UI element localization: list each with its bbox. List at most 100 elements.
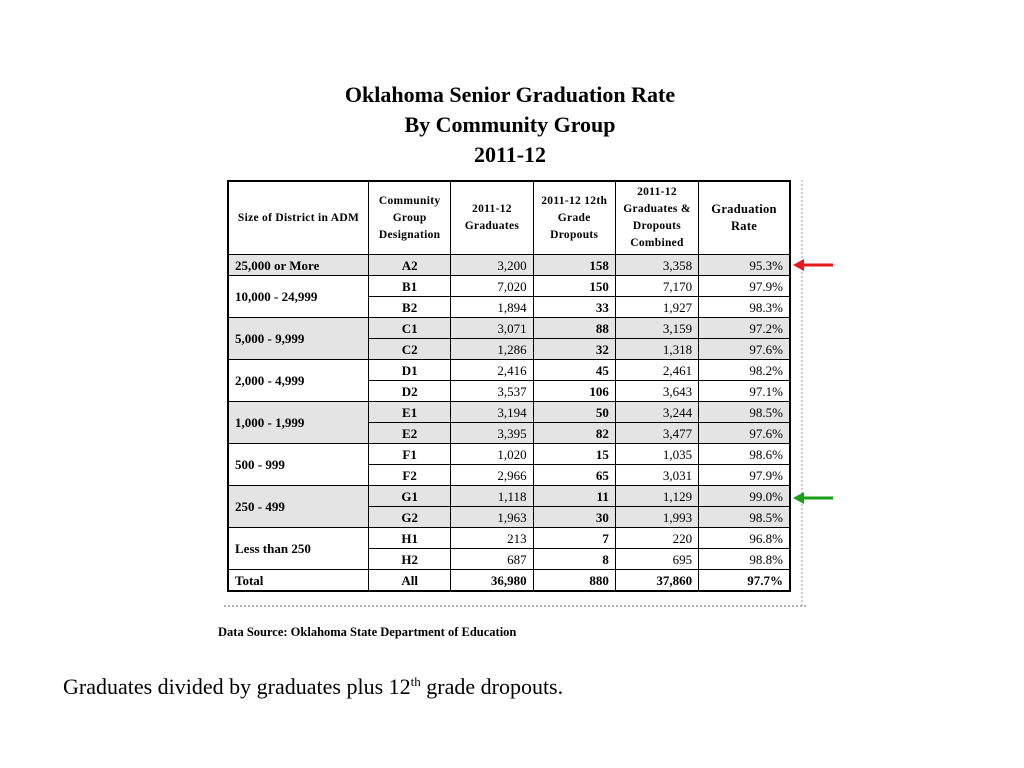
rate-cell: 98.2% bbox=[698, 359, 791, 381]
combined-cell: 1,927 bbox=[614, 296, 700, 318]
size-cell: 500 - 999 bbox=[227, 443, 369, 486]
combined-cell: 3,643 bbox=[614, 380, 700, 402]
rate-cell: 97.1% bbox=[698, 380, 791, 402]
header-rate: Graduation Rate bbox=[698, 180, 791, 255]
community-code-cell: F2 bbox=[367, 464, 452, 486]
rate-cell: 97.2% bbox=[698, 317, 791, 339]
table-row: F2 2,966 65 3,031 97.9% bbox=[228, 464, 791, 486]
footnote: Graduates divided by graduates plus 12th… bbox=[63, 674, 563, 700]
combined-cell: 1,035 bbox=[614, 443, 700, 465]
table-row: B2 1,894 33 1,927 98.3% bbox=[228, 296, 791, 318]
combined-cell: 695 bbox=[614, 548, 700, 570]
table-row: 10,000 - 24,999 B1 7,020 150 7,170 97.9% bbox=[227, 275, 791, 318]
dropouts-cell: 15 bbox=[532, 443, 616, 465]
dropouts-cell: 65 bbox=[532, 464, 616, 486]
community-code-cell: C1 bbox=[367, 317, 452, 339]
size-cell: 250 - 499 bbox=[227, 485, 369, 528]
total-dropouts-cell: 880 bbox=[532, 569, 616, 592]
dropouts-cell: 33 bbox=[532, 296, 616, 318]
title-line-3: 2011-12 bbox=[473, 142, 547, 167]
rate-cell: 99.0% bbox=[698, 485, 791, 507]
community-code-cell: B2 bbox=[367, 296, 452, 318]
size-cell: Less than 250 bbox=[227, 527, 369, 570]
combined-cell: 3,031 bbox=[614, 464, 700, 486]
dropouts-cell: 50 bbox=[532, 401, 616, 423]
graduates-cell: 1,118 bbox=[450, 485, 534, 507]
title-line-1: Oklahoma Senior Graduation Rate bbox=[344, 82, 676, 107]
size-cell: 2,000 - 4,999 bbox=[227, 359, 369, 402]
dropouts-cell: 106 bbox=[532, 380, 616, 402]
rate-cell: 97.9% bbox=[698, 464, 791, 486]
header-size: Size of District in ADM bbox=[227, 180, 369, 255]
table-row: 250 - 499 G1 1,118 11 1,129 99.0% bbox=[227, 485, 791, 528]
footnote-text-end: grade dropouts. bbox=[420, 674, 564, 699]
dropouts-cell: 30 bbox=[532, 506, 616, 528]
combined-cell: 3,477 bbox=[614, 422, 700, 444]
dropouts-cell: 45 bbox=[532, 359, 616, 381]
community-code-cell: D1 bbox=[367, 359, 452, 381]
combined-cell: 3,244 bbox=[614, 401, 700, 423]
table-row: H2 687 8 695 98.8% bbox=[228, 548, 791, 570]
rate-cell: 97.9% bbox=[698, 275, 791, 297]
community-code-cell: B1 bbox=[367, 275, 452, 297]
community-code-cell: E2 bbox=[367, 422, 452, 444]
graduates-cell: 2,416 bbox=[450, 359, 534, 381]
graduates-cell: 3,395 bbox=[450, 422, 534, 444]
footnote-text: Graduates divided by graduates plus 12 bbox=[63, 674, 411, 699]
total-code-cell: All bbox=[367, 569, 452, 592]
graduates-cell: 2,966 bbox=[450, 464, 534, 486]
community-code-cell: G1 bbox=[367, 485, 452, 507]
dropouts-cell: 32 bbox=[532, 338, 616, 360]
graduates-cell: 7,020 bbox=[450, 275, 534, 297]
rate-cell: 97.6% bbox=[698, 338, 791, 360]
table-body: 25,000 or More A2 3,200 158 3,358 95.3% 10,000… bbox=[227, 254, 791, 592]
community-code-cell: A2 bbox=[367, 254, 452, 276]
size-cell: 5,000 - 9,999 bbox=[227, 317, 369, 360]
rate-cell: 95.3% bbox=[698, 254, 791, 276]
graduation-rate-table: Size of District in ADM Community Group … bbox=[227, 180, 791, 592]
graduates-cell: 3,537 bbox=[450, 380, 534, 402]
graduates-cell: 3,200 bbox=[450, 254, 534, 276]
community-code-cell: H2 bbox=[367, 548, 452, 570]
table-header-row: Size of District in ADM Community Group … bbox=[227, 180, 791, 255]
size-cell: 1,000 - 1,999 bbox=[227, 401, 369, 444]
red-arrow-icon bbox=[793, 259, 833, 271]
combined-cell: 3,358 bbox=[614, 254, 700, 276]
rate-cell: 96.8% bbox=[698, 527, 791, 549]
dropouts-cell: 150 bbox=[532, 275, 616, 297]
dropouts-cell: 7 bbox=[532, 527, 616, 549]
table-row: 500 - 999 F1 1,020 15 1,035 98.6% bbox=[227, 443, 791, 486]
dropouts-cell: 82 bbox=[532, 422, 616, 444]
combined-cell: 3,159 bbox=[614, 317, 700, 339]
dropouts-cell: 158 bbox=[532, 254, 616, 276]
community-code-cell: E1 bbox=[367, 401, 452, 423]
combined-cell: 1,318 bbox=[614, 338, 700, 360]
table-row: C2 1,286 32 1,318 97.6% bbox=[228, 338, 791, 360]
rate-cell: 98.8% bbox=[698, 548, 791, 570]
header-dropouts: 2011-12 12th Grade Dropouts bbox=[532, 180, 616, 255]
total-rate-cell: 97.7% bbox=[698, 569, 791, 592]
dropouts-cell: 11 bbox=[532, 485, 616, 507]
total-size-cell: Total bbox=[227, 569, 369, 592]
combined-cell: 1,129 bbox=[614, 485, 700, 507]
graduates-cell: 1,894 bbox=[450, 296, 534, 318]
total-graduates-cell: 36,980 bbox=[450, 569, 534, 592]
combined-cell: 2,461 bbox=[614, 359, 700, 381]
dropouts-cell: 88 bbox=[532, 317, 616, 339]
size-cell: 10,000 - 24,999 bbox=[227, 275, 369, 318]
green-arrow-icon bbox=[793, 492, 833, 504]
community-code-cell: D2 bbox=[367, 380, 452, 402]
total-row: Total All 36,980 880 37,860 97.7% bbox=[227, 569, 791, 592]
header-community: Community Group Designation bbox=[367, 180, 452, 255]
rate-cell: 98.5% bbox=[698, 506, 791, 528]
total-combined-cell: 37,860 bbox=[614, 569, 700, 592]
graduates-cell: 1,286 bbox=[450, 338, 534, 360]
dotted-bottom-edge bbox=[224, 605, 806, 607]
graduates-cell: 1,963 bbox=[450, 506, 534, 528]
footnote-superscript: th bbox=[410, 674, 421, 689]
graduates-cell: 687 bbox=[450, 548, 534, 570]
page-title: Oklahoma Senior Graduation Rate By Commu… bbox=[0, 80, 1020, 170]
table-row: 1,000 - 1,999 E1 3,194 50 3,244 98.5% bbox=[227, 401, 791, 444]
graduates-cell: 3,071 bbox=[450, 317, 534, 339]
table-row: E2 3,395 82 3,477 97.6% bbox=[228, 422, 791, 444]
